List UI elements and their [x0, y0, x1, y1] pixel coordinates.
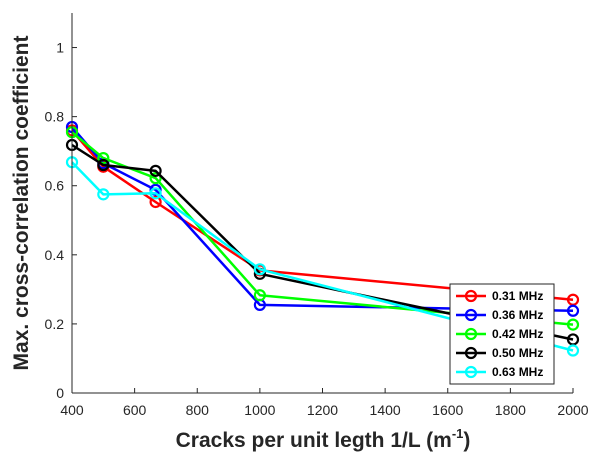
x-tick-label: 2000 — [557, 402, 588, 418]
data-point — [253, 263, 266, 276]
legend: 0.31 MHz 0.36 MHz 0.42 MHz 0.50 MHz 0.63 MHz — [449, 283, 555, 385]
x-tick-label: 1000 — [244, 402, 275, 418]
data-point — [97, 151, 110, 165]
data-point — [149, 172, 162, 185]
x-tick-label: 600 — [123, 402, 147, 418]
legend-marker — [464, 308, 478, 322]
legend-marker — [464, 346, 478, 360]
x-tick-label: 1200 — [307, 402, 338, 418]
ticks-layer: 400 600 800 1000 1200 1400 1600 1800 2000 0 0.2 0.4… — [45, 40, 589, 418]
series-line-2 — [71, 126, 574, 313]
y-tick-label: 0.4 — [45, 247, 65, 263]
y-tick-label: 0.8 — [45, 109, 65, 125]
x-tick-label: 1600 — [432, 402, 463, 418]
y-tick-label: 0.2 — [45, 316, 65, 332]
x-tick-label: 400 — [60, 402, 84, 418]
data-point — [149, 164, 162, 177]
y-axis-title: Max. cross-correlation coefficient — [10, 36, 33, 371]
x-axis-title: Cracks per unit legth 1/L (m-1) — [176, 426, 471, 452]
data-point — [566, 318, 580, 331]
legend-marker — [464, 327, 478, 341]
x-tick-label: 800 — [186, 402, 210, 418]
legend-label: 0.50 MHz — [492, 346, 543, 360]
series-line-5 — [71, 161, 574, 352]
data-point — [566, 304, 580, 317]
legend-label: 0.63 MHz — [492, 365, 543, 379]
legend-label: 0.36 MHz — [492, 308, 543, 322]
data-point — [149, 195, 162, 209]
y-tick-label: 0.6 — [45, 178, 65, 194]
legend-marker — [464, 365, 478, 379]
x-tick-label: 1400 — [370, 402, 401, 418]
series-line-1 — [71, 129, 574, 301]
data-point — [97, 188, 110, 201]
data-point — [566, 344, 580, 357]
legend-label: 0.42 MHz — [492, 327, 543, 341]
data-point — [149, 187, 162, 200]
legend-marker — [464, 289, 478, 303]
y-tick-label: 0 — [56, 385, 64, 401]
y-tick-label: 1 — [56, 40, 64, 56]
data-point — [97, 158, 110, 172]
x-tick-label: 1800 — [495, 402, 526, 418]
data-point — [253, 289, 266, 302]
series-line-3 — [71, 131, 574, 326]
legend-label: 0.31 MHz — [492, 289, 543, 303]
